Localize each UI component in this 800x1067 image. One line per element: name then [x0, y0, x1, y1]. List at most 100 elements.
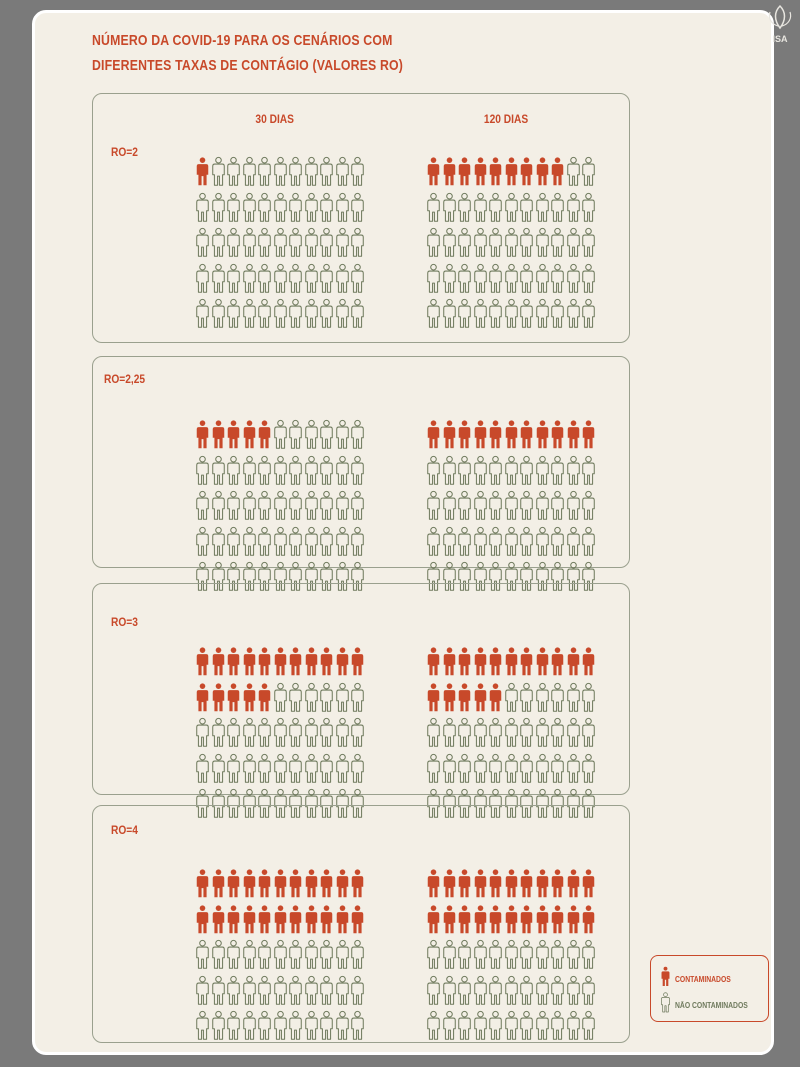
person-outline-icon	[351, 525, 364, 563]
person-outline-icon	[535, 716, 549, 754]
person-outline-icon	[458, 752, 471, 790]
person-outline-icon	[351, 191, 364, 229]
person-outline-icon	[520, 297, 533, 335]
person-outline-icon	[196, 1009, 209, 1047]
person-outline-icon	[320, 489, 333, 527]
person-outline-icon	[473, 489, 487, 527]
person-outline-icon	[551, 752, 564, 790]
person-outline-icon	[196, 716, 209, 754]
person-filled-icon	[320, 645, 333, 683]
person-outline-icon	[320, 938, 333, 976]
person-outline-icon	[196, 787, 209, 825]
person-outline-icon	[520, 938, 533, 976]
person-outline-icon	[551, 681, 564, 719]
person-outline-icon	[258, 974, 271, 1012]
person-outline-icon	[258, 1009, 271, 1047]
person-outline-icon	[489, 262, 502, 300]
person-outline-icon	[258, 787, 271, 825]
person-outline-icon	[535, 191, 549, 229]
person-outline-icon	[582, 1009, 595, 1047]
person-filled-icon	[443, 681, 456, 719]
person-filled-icon	[536, 867, 549, 905]
person-outline-icon	[242, 525, 256, 563]
person-outline-icon	[227, 787, 240, 825]
person-outline-icon	[289, 560, 302, 598]
person-filled-icon	[443, 867, 456, 905]
person-outline-icon	[551, 560, 564, 598]
person-outline-icon	[535, 262, 549, 300]
person-outline-icon	[520, 1009, 533, 1047]
person-outline-icon	[504, 560, 518, 598]
person-filled-icon	[289, 903, 302, 941]
person-outline-icon	[427, 454, 440, 492]
person-outline-icon	[427, 297, 440, 335]
person-outline-icon	[473, 752, 487, 790]
person-filled-icon	[305, 645, 318, 683]
person-outline-icon	[242, 155, 256, 193]
person-outline-icon	[289, 454, 302, 492]
person-outline-icon	[458, 454, 471, 492]
person-outline-icon	[442, 297, 456, 335]
person-filled-icon	[320, 903, 333, 941]
person-outline-icon	[289, 191, 302, 229]
person-outline-icon	[473, 262, 487, 300]
person-outline-icon	[582, 155, 595, 193]
person-filled-icon	[520, 155, 533, 193]
person-outline-icon	[227, 938, 240, 976]
person-filled-icon	[305, 903, 318, 941]
person-outline-icon	[582, 191, 595, 229]
column-label-120-days: 120 DIAS	[483, 112, 529, 126]
person-filled-icon	[443, 155, 456, 193]
person-outline-icon	[582, 226, 595, 264]
person-outline-icon	[566, 560, 580, 598]
person-outline-icon	[273, 454, 287, 492]
person-outline-icon	[258, 525, 271, 563]
person-outline-icon	[227, 752, 240, 790]
person-outline-icon	[520, 191, 533, 229]
person-outline-icon	[427, 974, 440, 1012]
person-outline-icon	[351, 974, 364, 1012]
person-filled-icon	[227, 681, 240, 719]
person-filled-icon	[227, 418, 240, 456]
person-filled-icon	[427, 645, 440, 683]
person-outline-icon	[335, 489, 349, 527]
legend-label-not-contaminated: NÃO CONTAMINADOS	[675, 1000, 748, 1010]
person-outline-icon	[258, 938, 271, 976]
person-filled-icon	[196, 681, 209, 719]
person-outline-icon	[289, 489, 302, 527]
person-outline-icon	[566, 681, 580, 719]
person-outline-icon	[289, 938, 302, 976]
person-filled-icon	[336, 645, 349, 683]
person-outline-icon	[582, 974, 595, 1012]
person-filled-icon	[536, 645, 549, 683]
person-filled-icon	[443, 418, 456, 456]
person-filled-icon	[505, 155, 518, 193]
person-outline-icon	[289, 418, 302, 456]
person-outline-icon	[473, 191, 487, 229]
person-outline-icon	[289, 226, 302, 264]
person-filled-icon	[227, 645, 240, 683]
person-outline-icon	[242, 938, 256, 976]
person-outline-icon	[504, 681, 518, 719]
person-outline-icon	[504, 191, 518, 229]
person-outline-icon	[273, 752, 287, 790]
person-filled-icon	[661, 966, 670, 992]
person-outline-icon	[566, 752, 580, 790]
person-outline-icon	[489, 974, 502, 1012]
person-outline-icon	[227, 489, 240, 527]
person-outline-icon	[289, 787, 302, 825]
person-outline-icon	[582, 787, 595, 825]
person-outline-icon	[258, 454, 271, 492]
person-outline-icon	[351, 297, 364, 335]
person-outline-icon	[458, 489, 471, 527]
person-outline-icon	[520, 489, 533, 527]
person-outline-icon	[551, 1009, 564, 1047]
person-outline-icon	[289, 974, 302, 1012]
person-outline-icon	[320, 560, 333, 598]
person-outline-icon	[551, 191, 564, 229]
person-outline-icon	[566, 489, 580, 527]
person-outline-icon	[242, 716, 256, 754]
person-filled-icon	[582, 418, 595, 456]
isa-logo: ISA	[762, 2, 798, 50]
person-outline-icon	[304, 191, 318, 229]
